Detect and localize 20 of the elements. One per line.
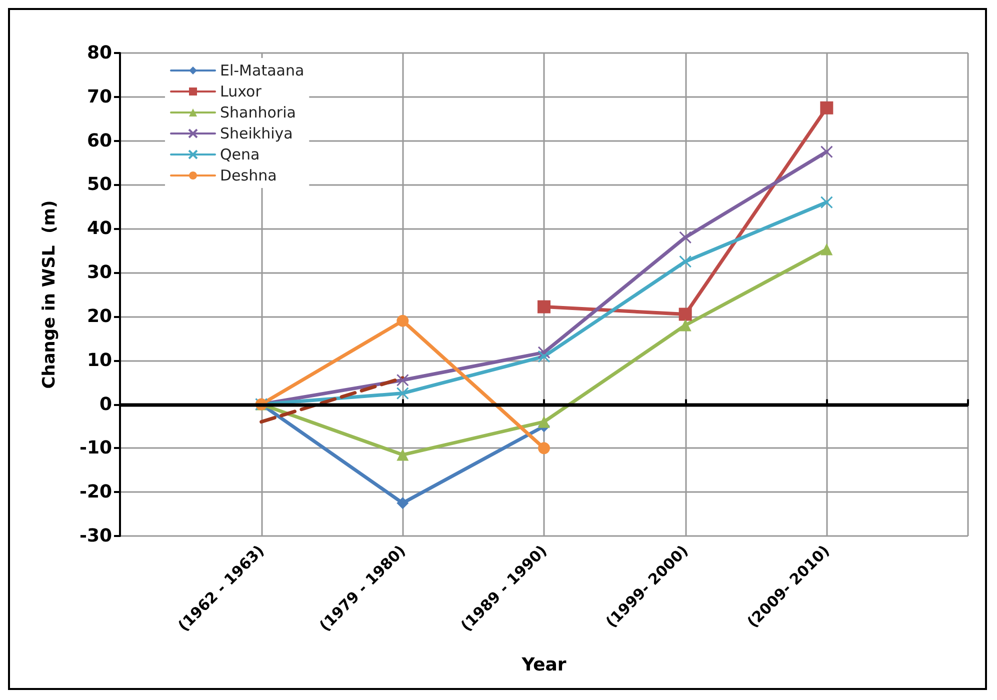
y-tick-label: 10 [86,350,112,371]
x-axis-title: Year [520,654,566,676]
y-tick-label: 60 [86,130,112,152]
legend-label: El-Mataana [220,62,304,80]
y-tick-label: 40 [86,218,112,240]
y-tick-label: 50 [86,174,112,196]
legend-label: Luxor [220,82,262,100]
y-axis-title: Change in WSL (m) [40,200,60,389]
y-tick-label: 0 [99,394,112,415]
y-tick-label: -20 [79,482,112,503]
legend-label: Qena [220,146,260,164]
legend-label: Sheikhiya [220,124,293,142]
y-tick-label: -10 [79,438,112,459]
y-tick-label: -30 [79,526,112,546]
legend-label: Shanhoria [220,104,296,122]
y-tick-label: 30 [86,262,112,284]
y-tick-label: 20 [86,306,112,327]
legend-label: Deshna [220,166,277,184]
y-tick-label: 80 [86,42,112,64]
y-tick-label: 70 [86,86,112,108]
